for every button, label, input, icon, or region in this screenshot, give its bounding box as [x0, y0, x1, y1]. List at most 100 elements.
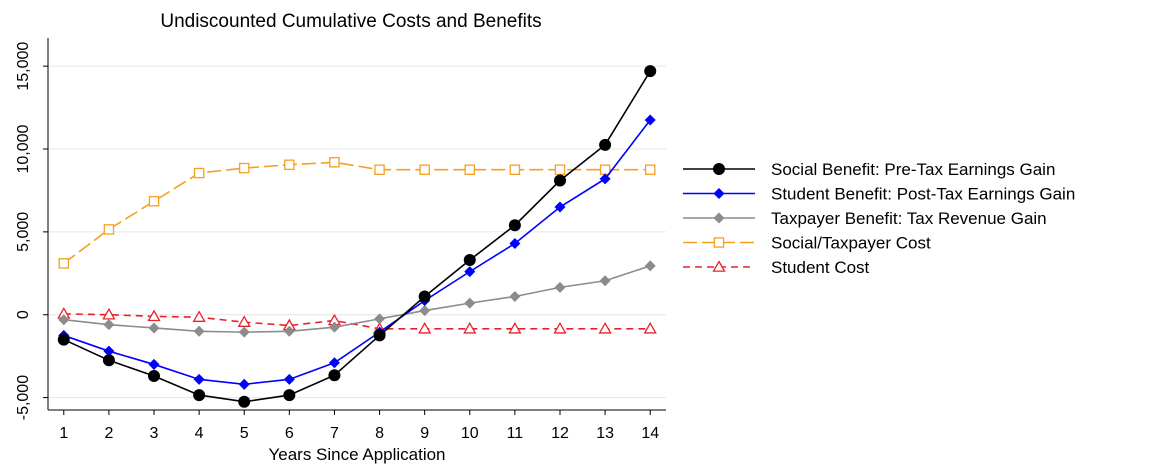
- data-point: [237, 315, 251, 327]
- x-axis-title: Years Since Application: [268, 445, 445, 464]
- data-point: [644, 114, 656, 126]
- x-tick-label: 3: [150, 425, 159, 442]
- data-point: [328, 369, 341, 382]
- legend: Social Benefit: Pre-Tax Earnings Gain Stu…: [683, 160, 1075, 277]
- data-point: [238, 162, 250, 174]
- x-tick-label: 6: [285, 425, 294, 442]
- data-point: [328, 321, 340, 333]
- data-point: [103, 224, 115, 235]
- data-point: [419, 164, 430, 175]
- data-point: [418, 290, 431, 303]
- legend-item: Student Cost: [683, 258, 870, 277]
- data-point: [193, 373, 205, 385]
- legend-label: Student Benefit: Post-Tax Earnings Gain: [771, 185, 1075, 204]
- chart-title: Undiscounted Cumulative Costs and Benefi…: [160, 11, 541, 32]
- legend-swatch-marker: [713, 237, 725, 248]
- data-point: [644, 65, 657, 78]
- data-point: [329, 157, 340, 168]
- data-point: [553, 321, 567, 334]
- legend-label: Taxpayer Benefit: Tax Revenue Gain: [771, 209, 1047, 228]
- series-1: [57, 65, 657, 408]
- data-point: [599, 164, 611, 175]
- data-point: [598, 321, 612, 334]
- data-point: [418, 321, 432, 334]
- series-line: [63, 70, 651, 403]
- x-tick-label: 9: [420, 425, 429, 442]
- data-point: [102, 354, 115, 367]
- data-point: [328, 357, 340, 369]
- data-point: [554, 164, 566, 175]
- data-point: [374, 313, 386, 325]
- legend-label: Social Benefit: Pre-Tax Earnings Gain: [771, 160, 1055, 179]
- data-point: [599, 173, 611, 185]
- data-point: [238, 395, 251, 408]
- data-point: [103, 319, 115, 331]
- series-line: [63, 265, 651, 333]
- x-tick-label: 13: [596, 425, 614, 442]
- data-point: [102, 307, 116, 320]
- series-line: [63, 119, 651, 386]
- data-point: [147, 309, 161, 322]
- data-point: [508, 321, 522, 334]
- x-tick-label: 14: [641, 425, 659, 442]
- x-tick-label: 11: [507, 425, 524, 442]
- data-point: [464, 266, 476, 278]
- data-point: [553, 174, 566, 187]
- data-point: [644, 260, 656, 272]
- data-point: [419, 305, 431, 317]
- legend-label: Social/Taxpayer Cost: [771, 234, 931, 253]
- data-point: [463, 254, 476, 267]
- data-point: [58, 314, 70, 326]
- data-point: [599, 275, 611, 287]
- data-point: [374, 164, 385, 175]
- y-tick-label: 10,000: [15, 124, 32, 173]
- y-tick-label: -5,000: [15, 375, 32, 420]
- legend-item: Social/Taxpayer Cost: [683, 234, 931, 253]
- x-tick-label: 1: [59, 425, 68, 442]
- legend-swatch-marker: [713, 163, 725, 175]
- data-point: [464, 164, 476, 175]
- y-tick-label: 0: [15, 310, 32, 319]
- legend-label: Student Cost: [771, 258, 870, 277]
- data-point: [283, 389, 296, 402]
- data-point: [464, 297, 476, 309]
- data-point: [644, 164, 656, 175]
- data-point: [643, 321, 657, 334]
- legend-item: Student Benefit: Post-Tax Earnings Gain: [683, 185, 1075, 204]
- data-point: [148, 370, 161, 383]
- series-2: [58, 114, 656, 390]
- legend-swatch-marker: [713, 212, 725, 224]
- series-line: [63, 313, 651, 330]
- legend-swatch-marker: [713, 187, 725, 200]
- series-group: [57, 65, 657, 408]
- y-tick-label: 5,000: [15, 212, 32, 252]
- data-point: [148, 322, 160, 334]
- x-tick-label: 5: [240, 425, 249, 442]
- data-point: [192, 310, 206, 322]
- data-point: [238, 378, 250, 390]
- data-point: [508, 219, 521, 232]
- data-point: [373, 329, 386, 342]
- x-tick-label: 12: [551, 425, 569, 442]
- data-point: [148, 195, 160, 207]
- data-point: [193, 389, 206, 402]
- data-point: [599, 138, 612, 151]
- gridlines: [48, 65, 666, 399]
- legend-item: Social Benefit: Pre-Tax Earnings Gain: [683, 160, 1055, 179]
- x-tick-label: 2: [104, 425, 113, 442]
- x-tick-label: 4: [195, 425, 204, 442]
- series-4: [58, 157, 656, 269]
- data-point: [509, 237, 521, 249]
- series-line: [63, 161, 651, 264]
- x-tick-label: 8: [375, 425, 384, 442]
- data-point: [193, 167, 205, 179]
- series-3: [58, 260, 656, 338]
- data-point: [284, 159, 295, 171]
- data-point: [148, 358, 160, 370]
- x-tick-label: 10: [461, 425, 479, 442]
- data-point: [283, 373, 295, 385]
- data-point: [509, 290, 521, 303]
- data-point: [238, 326, 250, 338]
